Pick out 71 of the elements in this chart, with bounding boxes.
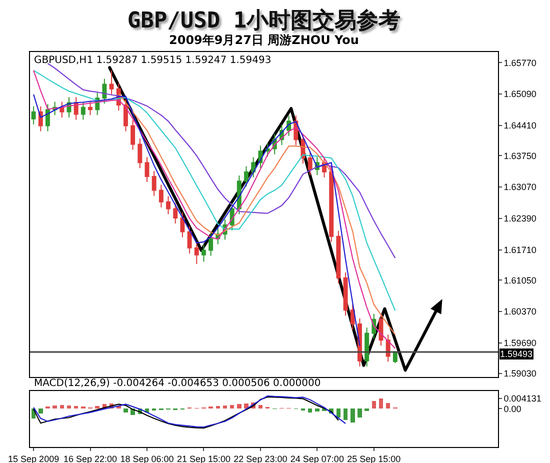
bar <box>52 406 57 409</box>
candlestick <box>166 196 171 215</box>
y-tick-label: 1.63750 <box>504 150 536 161</box>
y-tick-label: 1.59690 <box>504 338 536 348</box>
y-tick-label: 1.64410 <box>504 120 536 130</box>
bar <box>244 403 248 409</box>
bar <box>350 408 355 422</box>
candlestick <box>308 152 312 176</box>
bar <box>336 408 341 418</box>
bar <box>364 408 369 412</box>
bar <box>372 401 376 409</box>
candlestick <box>88 101 93 116</box>
candlestick <box>343 272 348 316</box>
bar <box>358 408 362 418</box>
candlestick <box>80 101 86 120</box>
candlestick <box>336 230 341 284</box>
y-tick-label: 1.63070 <box>504 182 536 192</box>
chart-title: GBP/USD 1小时图交易参考 <box>127 8 401 34</box>
candlestick <box>31 106 36 125</box>
bar <box>124 408 128 412</box>
y-tick-label: 0.00 <box>504 404 522 414</box>
candlestick <box>123 98 128 132</box>
candlestick <box>158 184 164 208</box>
candlestick <box>60 101 64 118</box>
candlestick <box>364 327 370 367</box>
line-series <box>33 94 360 346</box>
text: MACD(12,26,9) -0.004264 -0.004653 0.000506 0.000000 <box>34 378 321 389</box>
candlestick <box>194 242 199 265</box>
line-series <box>118 92 396 336</box>
candlestick <box>329 166 334 242</box>
y-tick-label: 1.62390 <box>504 214 536 224</box>
bar <box>237 404 242 409</box>
bar <box>378 398 384 409</box>
candlestick <box>251 156 256 178</box>
line-series <box>47 62 396 259</box>
bar <box>66 406 72 409</box>
bar <box>386 403 390 409</box>
annotation: GBPUSD,H1 1.59287 1.59515 1.59247 1.59493 <box>34 55 272 66</box>
candlestick <box>138 138 142 169</box>
candlestick <box>109 70 114 95</box>
y-tick-label: 1.60370 <box>504 306 536 317</box>
candlestick <box>173 202 178 224</box>
bar <box>315 408 320 412</box>
bar <box>60 405 64 409</box>
candlestick <box>244 166 249 188</box>
candlestick <box>350 304 355 330</box>
candlestick <box>152 170 156 196</box>
y-tick-label: 1.65770 <box>504 58 536 68</box>
bar <box>95 406 100 409</box>
candlestick <box>130 120 136 150</box>
candlestick <box>45 104 50 132</box>
candlestick <box>392 351 398 364</box>
bar <box>216 406 220 409</box>
y-tick-label: 1.61050 <box>504 275 536 286</box>
bar <box>343 408 348 420</box>
candlestick <box>187 226 192 254</box>
y-tick-label: 1.65090 <box>504 89 536 100</box>
y-tick-label: 1.61710 <box>504 244 536 255</box>
bar <box>38 408 43 414</box>
ref-line-label: 1.59493 <box>500 349 533 359</box>
candlestick <box>201 244 206 262</box>
bar <box>222 406 228 409</box>
candlestick <box>144 156 150 182</box>
candlestick <box>208 232 214 256</box>
bar <box>308 408 312 412</box>
chart-subtitle: 2009年9月27日 周游ZHOU You <box>169 33 359 47</box>
candlestick <box>180 212 185 238</box>
bar <box>74 406 78 409</box>
y-tick-label: 1.59030 <box>504 368 536 378</box>
y-tick-label: 0.004131 <box>504 394 542 404</box>
candlestick <box>102 78 107 104</box>
